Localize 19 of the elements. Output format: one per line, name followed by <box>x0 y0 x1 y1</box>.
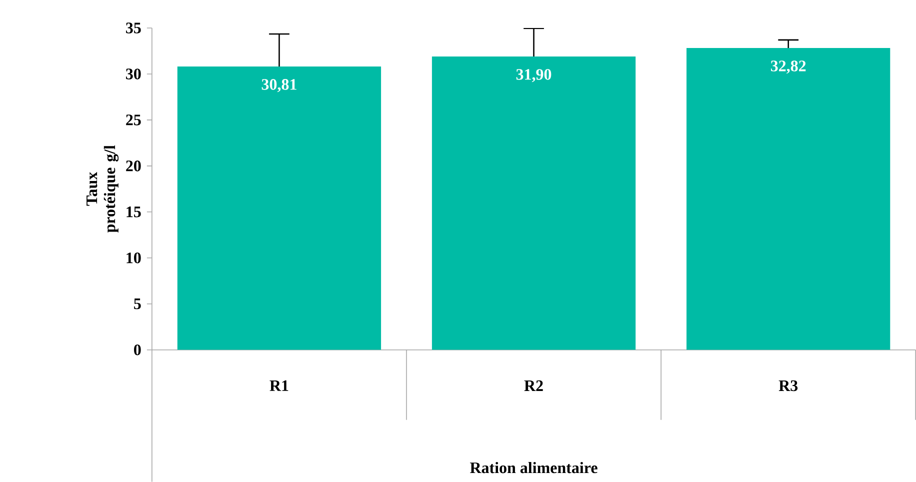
data-label: 32,82 <box>770 60 806 74</box>
y-tick-label: 15 <box>126 206 141 218</box>
x-tick-label: R2 <box>524 380 543 391</box>
x-tick-label: R1 <box>270 380 288 391</box>
y-tick-label: 30 <box>126 68 141 80</box>
x-axis-title: Ration alimentaire <box>470 462 598 474</box>
bar <box>177 66 382 350</box>
y-tick-label: 10 <box>126 252 141 264</box>
y-tick-label: 5 <box>134 298 141 310</box>
y-tick-label: 35 <box>126 22 141 34</box>
y-axis-title: Taux protéique g/l <box>86 145 119 232</box>
data-label: 31,90 <box>516 68 552 82</box>
x-tick-label: R3 <box>778 380 798 392</box>
y-tick-label: 25 <box>126 114 141 126</box>
data-label: 30,81 <box>262 78 296 92</box>
bar <box>432 56 636 350</box>
bar <box>686 48 890 350</box>
y-tick-label: 0 <box>134 344 141 356</box>
y-tick-label: 20 <box>126 160 141 172</box>
